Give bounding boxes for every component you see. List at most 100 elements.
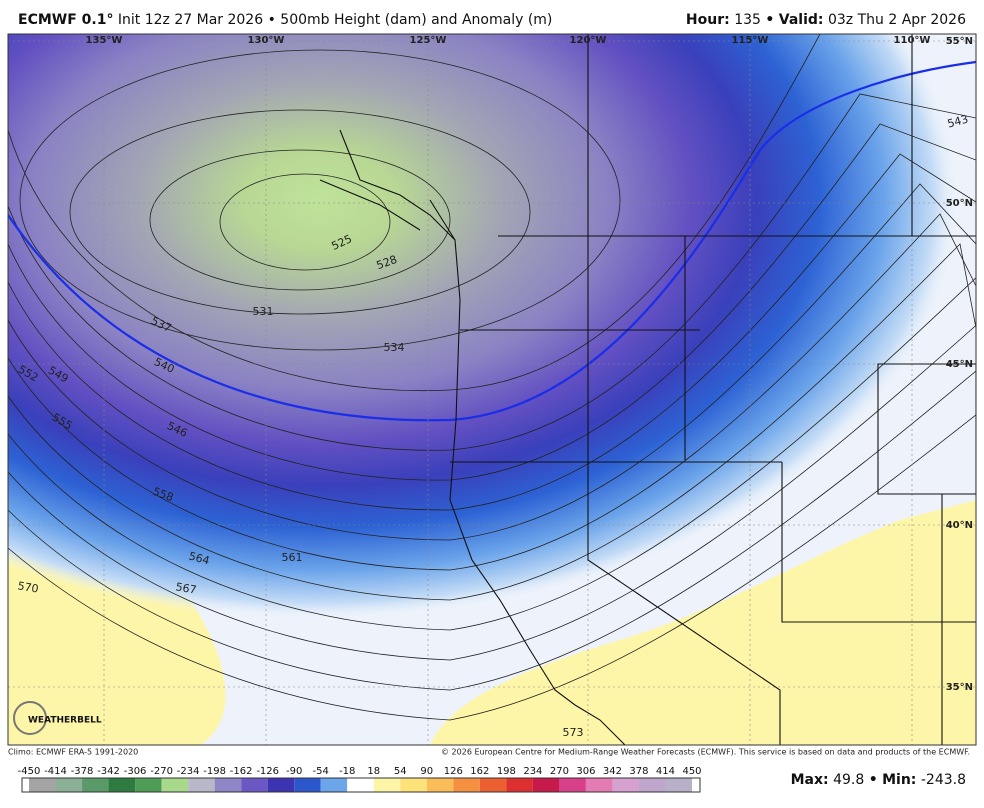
contour-label: 531 [253,305,274,318]
borders [319,34,976,745]
longitude-label: 130°W [248,35,285,46]
colorbar-label: -126 [256,766,279,777]
colorbar-swatch [82,778,109,792]
colorbar-label: -378 [71,766,94,777]
colorbar-label: 378 [629,766,648,777]
contour [69,109,531,315]
contour [8,34,976,392]
contour-label: 534 [384,341,405,354]
colorbar-label: -306 [124,766,147,777]
colorbar-label: 54 [394,766,407,777]
colorbar-label: -18 [339,766,355,777]
colorbar-swatch [612,778,639,792]
coastline [319,129,456,241]
contour-label: 561 [282,551,303,564]
contour-label: 570 [17,579,40,595]
colorbar-swatch [320,778,348,792]
header-text: ECMWF 0.1° Init 12z 27 Mar 2026 • 500mb … [18,12,552,28]
state-borders [450,34,976,745]
contour-label: 564 [187,550,211,568]
colorbar-swatch [347,778,374,792]
longitude-label: 135°W [86,35,123,46]
contour-540 [8,60,976,422]
colorbar-label: 306 [576,766,595,777]
colorbar-swatch [373,778,401,792]
colorbar-label: -450 [18,766,41,777]
colorbar-swatch [108,778,136,792]
longitude-label: 110°W [894,35,931,46]
colorbar-label: -270 [150,766,173,777]
colorbar-label: -162 [230,766,253,777]
colorbar-swatch [532,778,560,792]
colorbar-label: 450 [682,766,701,777]
contour [19,49,621,351]
longitude-label: 115°W [732,35,769,46]
stats: Max: 49.8 • Min: -243.8 [791,772,966,788]
latitude-label: 40°N [946,520,973,531]
climo-note: Climo: ECMWF ERA-5 1991-2020 [8,748,138,757]
colorbar-label: -234 [177,766,200,777]
contour [8,183,976,541]
contour [8,123,976,481]
colorbar-swatch [479,778,507,792]
colorbar-swatch [214,778,242,792]
logo-text: WEATHERBELL [28,716,102,726]
colorbar-swatch [585,778,613,792]
copyright: © 2026 European Centre for Medium-Range … [441,748,970,757]
contour-label: 567 [175,580,198,596]
map-frame [7,33,977,746]
contour [8,414,976,721]
latitude-label: 35°N [946,682,973,693]
colorbar-swatch [426,778,454,792]
colorbar-label: 234 [523,766,542,777]
contour [8,93,976,451]
colorbar-label: 414 [656,766,675,777]
colorbar-label: 126 [444,766,463,777]
coastline [429,199,626,745]
header-valid: Hour: 135 • Valid: 03z Thu 2 Apr 2026 [686,12,966,28]
height-contours [8,34,976,721]
positive-anomaly [430,500,976,745]
colorbar-swatch [241,778,268,792]
contour [8,153,976,511]
latitude-label: 55°N [946,36,973,47]
header: ECMWF 0.1° Init 12z 27 Mar 2026 • 500mb … [18,12,966,28]
logo-swirl [13,701,47,735]
longitude-label: 125°W [410,35,447,46]
colorbar-label: -54 [313,766,329,777]
colorbar: -450 -414 -378 -342 -306 -270 -234 -198 -162 -126… [18,766,702,793]
colorbar-label: 18 [367,766,380,777]
contour [219,173,391,271]
colorbar-label: 198 [497,766,516,777]
colorbar-swatch [294,778,321,792]
colorbar-swatch [638,778,666,792]
colorbar-label: 270 [550,766,569,777]
colorbar-swatch [665,778,692,792]
colorbar-label: 90 [420,766,433,777]
contour [8,243,976,601]
contour-label: 543 [946,113,970,131]
colorbar-swatch [161,778,189,792]
colorbar-swatch [29,778,56,792]
colorbar-label: -90 [286,766,302,777]
contour [8,213,976,571]
colorbar-swatch [453,778,480,792]
map [8,34,976,745]
contour [8,370,976,691]
colorbar-label: 342 [603,766,622,777]
contour [149,149,451,291]
colorbar-label: 162 [470,766,489,777]
colorbar-swatch [400,778,427,792]
logo: WEATHERBELL [13,701,102,735]
colorbar-swatch [55,778,83,792]
negative-anomaly [8,34,960,620]
longitude-label: 120°W [570,35,607,46]
latitude-label: 45°N [946,359,973,370]
colorbar-label: -414 [44,766,67,777]
colorbar-swatch [135,778,162,792]
colorbar-swatch [559,778,586,792]
colorbar-label: -198 [203,766,226,777]
colorbar-frame [21,777,701,793]
contour [8,277,976,631]
